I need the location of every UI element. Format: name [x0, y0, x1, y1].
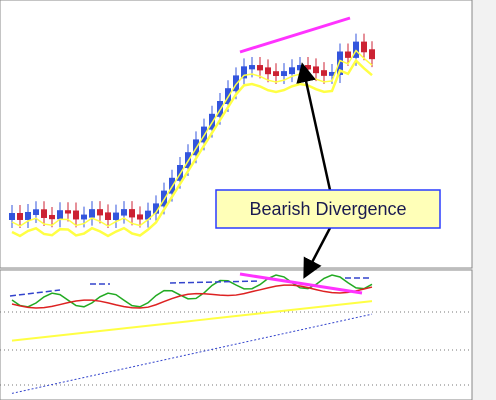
moving-average: [11, 58, 373, 238]
candle-body: [257, 65, 263, 71]
candle-body: [137, 214, 143, 220]
candle-body: [121, 209, 127, 216]
price-layer: [9, 33, 375, 238]
candle-body: [9, 213, 15, 220]
candle-body: [65, 210, 71, 214]
candle-body: [145, 210, 151, 220]
candle-body: [49, 214, 55, 220]
candle-body: [81, 214, 87, 220]
candle-body: [153, 203, 159, 214]
candle-body: [337, 51, 343, 75]
indicator-red: [11, 284, 373, 309]
candle-body: [273, 71, 279, 76]
candle-body: [281, 71, 287, 76]
annotation-box: [215, 189, 441, 229]
candle-body: [25, 211, 31, 220]
candle-body: [265, 67, 271, 75]
candle-body: [305, 65, 311, 70]
candle-body: [313, 66, 319, 74]
candle-body: [105, 212, 111, 220]
indicator-layer: [0, 274, 472, 394]
candle-body: [129, 209, 135, 218]
candle-body: [321, 70, 327, 76]
candle-body: [97, 209, 103, 216]
candle-body: [113, 212, 119, 220]
candle-body: [289, 67, 295, 75]
indicator-yellow: [11, 300, 373, 342]
candle-body: [41, 209, 47, 218]
candle-body: [17, 213, 23, 220]
candle-body: [73, 210, 79, 220]
candle-body: [361, 41, 367, 53]
candle-body: [249, 65, 255, 70]
indicator-blue: [11, 313, 373, 394]
price-divergence-line: [239, 16, 351, 54]
candle-body: [57, 210, 63, 220]
indicator-band: [9, 277, 370, 297]
arrow-up: [296, 62, 332, 191]
candle-body: [33, 209, 39, 215]
candle-body: [241, 66, 247, 79]
candle-body: [297, 65, 303, 71]
candle-body: [89, 209, 95, 218]
indicator-divergence-line: [239, 272, 363, 295]
candle-body: [369, 49, 375, 60]
arrow-down: [303, 227, 332, 279]
candle-body: [345, 51, 351, 58]
candle-body: [329, 71, 335, 76]
indicator-panel: [0, 269, 473, 400]
annotation-text: Bearish Divergence: [249, 199, 406, 219]
